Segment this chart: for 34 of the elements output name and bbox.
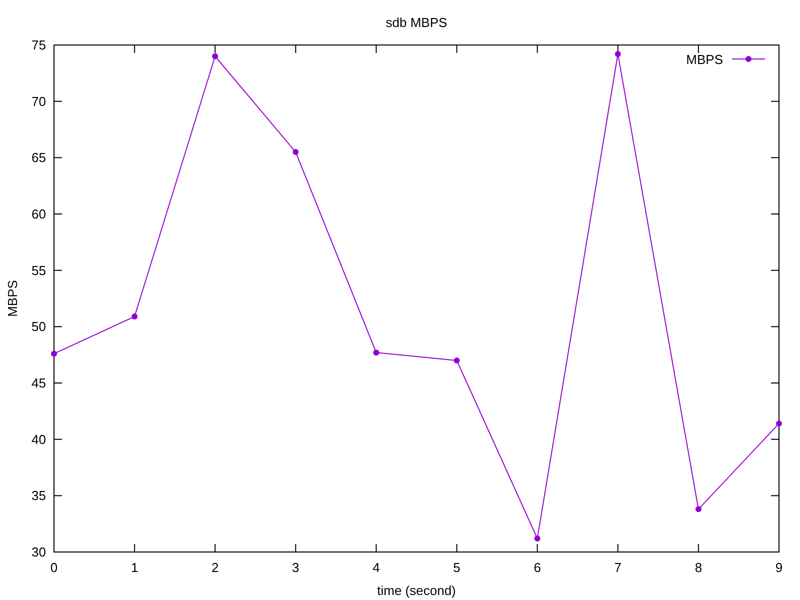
x-tick-label: 6 [534, 560, 541, 575]
y-tick-label: 45 [32, 376, 46, 390]
x-tick-label: 8 [694, 560, 702, 575]
point [132, 314, 138, 320]
y-tick-label: 50 [32, 319, 46, 334]
x-tick-label: 1 [130, 560, 138, 575]
point [614, 51, 621, 58]
y-tick-label: 40 [32, 432, 46, 447]
x-tick-label: 2 [211, 560, 219, 575]
point [292, 149, 299, 156]
chart-title: sdb MBPS [386, 15, 448, 30]
y-tick-label: 75 [32, 38, 46, 52]
y-tick-label: 65 [32, 150, 46, 166]
point [212, 53, 218, 60]
y-tick-label: 35 [32, 488, 46, 504]
x-tick-label: 4 [372, 560, 380, 575]
point [776, 420, 782, 427]
point [695, 506, 702, 512]
x-tick-label: 7 [614, 560, 622, 575]
point [373, 350, 380, 356]
legend-label: MBPS [686, 52, 724, 67]
y-tick-label: 70 [32, 94, 46, 109]
point [454, 357, 460, 364]
point [534, 535, 540, 542]
y-tick-label: 60 [32, 206, 46, 222]
y-tick-label: 30 [32, 544, 46, 560]
x-axis-title: time (second) [377, 583, 456, 598]
point [51, 350, 57, 357]
x-tick-label: 5 [453, 560, 460, 575]
x-tick-label: 9 [775, 560, 783, 575]
y-axis-title: MBPS [5, 280, 20, 317]
x-tick-label: 0 [50, 560, 58, 575]
y-tick-label: 55 [32, 262, 46, 278]
x-tick-label: 3 [292, 560, 300, 575]
